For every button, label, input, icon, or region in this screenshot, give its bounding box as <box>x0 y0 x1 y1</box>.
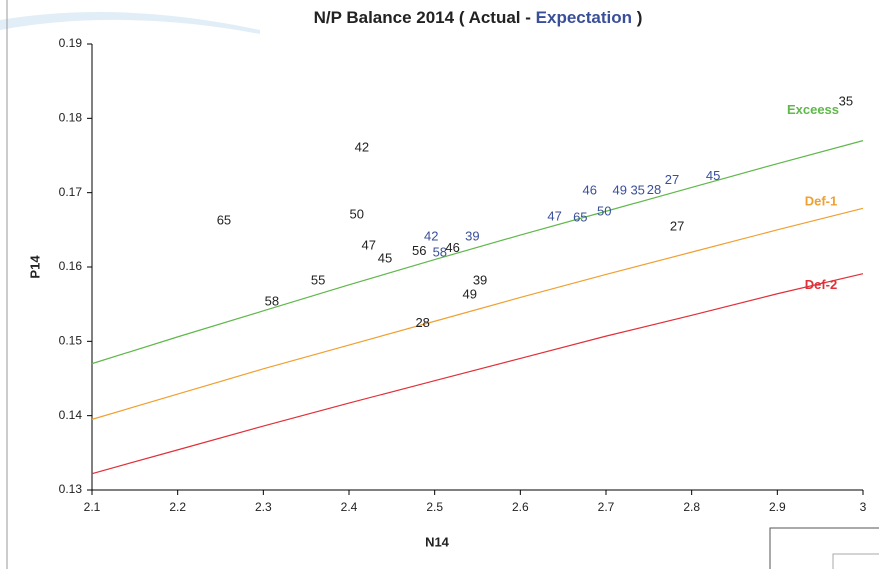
point-label: 35 <box>839 93 853 108</box>
frame-box <box>769 527 879 569</box>
point-label: 50 <box>349 206 363 221</box>
point-label: 39 <box>465 229 479 244</box>
point-label: 55 <box>311 273 325 288</box>
point-label: 47 <box>361 238 375 253</box>
y-tick-label: 0.16 <box>59 259 83 273</box>
curve-label: Def-1 <box>805 194 838 209</box>
point-label: 46 <box>445 240 459 255</box>
point-label: 45 <box>706 168 720 183</box>
point-label: 35 <box>630 183 644 198</box>
x-tick-label: 2.4 <box>341 500 358 514</box>
point-label: 39 <box>473 273 487 288</box>
x-tick-label: 2.7 <box>598 500 615 514</box>
x-axis-label: N14 <box>425 534 450 549</box>
point-label: 47 <box>547 209 561 224</box>
x-tick-label: 2.1 <box>84 500 101 514</box>
curve-label: Def-2 <box>805 277 838 292</box>
legend-actual: Actual <box>469 8 521 27</box>
curve-label: Exceess <box>787 102 839 117</box>
point-label: 65 <box>217 212 231 227</box>
point-label: 27 <box>670 218 684 233</box>
point-label: 49 <box>463 287 477 302</box>
point-label: 27 <box>665 172 679 187</box>
y-tick-label: 0.19 <box>59 36 83 50</box>
point-label: 46 <box>582 183 596 198</box>
point-label: 49 <box>612 183 626 198</box>
x-tick-label: 2.2 <box>169 500 186 514</box>
point-label: 28 <box>647 182 661 197</box>
y-tick-label: 0.15 <box>59 334 83 348</box>
point-label: 28 <box>415 315 429 330</box>
point-label: 42 <box>424 229 438 244</box>
point-label: 56 <box>412 243 426 258</box>
point-label: 50 <box>597 203 611 218</box>
point-label: 58 <box>433 244 447 259</box>
y-tick-label: 0.14 <box>59 408 83 422</box>
point-label: 65 <box>573 209 587 224</box>
y-tick-label: 0.18 <box>59 111 83 125</box>
point-label: 58 <box>265 293 279 308</box>
point-label: 45 <box>378 250 392 265</box>
y-tick-label: 0.13 <box>59 482 83 496</box>
x-tick-label: 3 <box>860 500 867 514</box>
x-tick-label: 2.5 <box>426 500 443 514</box>
x-tick-label: 2.8 <box>683 500 700 514</box>
decor-swoosh <box>0 12 260 34</box>
curve <box>91 273 864 475</box>
legend-expectation: Expectation <box>536 8 632 27</box>
curve <box>91 207 864 420</box>
point-label: 42 <box>355 140 369 155</box>
chart-title: N/P Balance 2014 ( Actual - Expectation … <box>314 8 643 27</box>
y-tick-label: 0.17 <box>59 185 83 199</box>
x-tick-label: 2.9 <box>769 500 786 514</box>
curve <box>91 140 864 365</box>
x-tick-label: 2.3 <box>255 500 272 514</box>
title-part: ) <box>632 8 642 27</box>
title-part: N/P Balance 2014 ( <box>314 8 469 27</box>
frame-box <box>832 553 879 569</box>
title-part: - <box>521 8 536 27</box>
x-tick-label: 2.6 <box>512 500 529 514</box>
y-axis-label: P14 <box>27 255 42 279</box>
